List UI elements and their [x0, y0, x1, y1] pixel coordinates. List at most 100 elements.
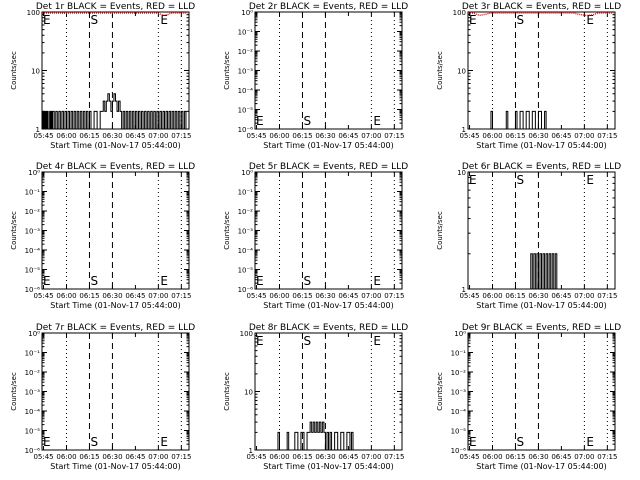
y-tick-label: 10	[457, 169, 466, 177]
y-tick-label: 10⁻³	[238, 68, 254, 76]
x-axis-label: Start Time (01-Nov-17 05:44:00)	[263, 141, 393, 150]
x-tick-label: 06:30	[528, 292, 548, 300]
corner-e-marker: E	[256, 334, 264, 348]
y-tick-label: 10⁻⁴	[25, 247, 41, 255]
panel-title: Det 3r BLACK = Events, RED = LLD	[462, 2, 621, 12]
x-tick-label: 06:45	[125, 453, 145, 461]
x-tick-label: 05:45	[459, 132, 479, 140]
x-tick-label: 06:15	[292, 132, 312, 140]
x-tick-label: 07:00	[148, 132, 168, 140]
y-tick-label: 10⁻²	[451, 369, 467, 377]
x-tick-label: 07:15	[171, 453, 191, 461]
corner-e-marker: E	[43, 435, 51, 449]
x-axis-label: Start Time (01-Nov-17 05:44:00)	[50, 141, 180, 150]
y-tick-label: 10⁻⁵	[451, 428, 467, 436]
x-tick-label: 07:15	[171, 132, 191, 140]
corner-e-marker: E	[256, 114, 264, 128]
e-marker: E	[586, 173, 594, 187]
y-tick-label: 100	[27, 9, 40, 17]
x-tick-label: 05:45	[246, 292, 266, 300]
corner-e-marker: E	[469, 435, 477, 449]
y-tick-label: 10⁻⁵	[25, 267, 41, 275]
y-tick-label: 10⁻⁵	[238, 107, 254, 115]
events-series	[489, 110, 547, 130]
x-tick-label: 06:15	[505, 292, 525, 300]
s-marker: S	[303, 334, 311, 348]
x-tick-label: 06:00	[269, 292, 289, 300]
x-tick-label: 06:30	[102, 453, 122, 461]
y-tick-label: 10⁻¹	[25, 350, 41, 358]
detector-panel-6: Det 6r BLACK = Events, RED = LLD 05:45 06:…	[436, 162, 621, 310]
y-tick-label: 10⁰	[241, 169, 253, 177]
x-tick-label: 07:00	[148, 292, 168, 300]
y-tick-label: 10⁰	[28, 169, 40, 177]
events-series	[42, 93, 188, 130]
x-tick-label: 06:45	[551, 292, 571, 300]
x-axis-label: Start Time (01-Nov-17 05:44:00)	[476, 141, 606, 150]
x-tick-label: 06:30	[102, 132, 122, 140]
e-marker: E	[160, 435, 168, 449]
x-axis-label: Start Time (01-Nov-17 05:44:00)	[476, 462, 606, 471]
x-tick-label: 05:45	[459, 453, 479, 461]
s-marker: S	[516, 13, 524, 27]
events-series	[276, 421, 354, 451]
x-tick-label: 06:30	[102, 292, 122, 300]
detector-panel-3: Det 3r BLACK = Events, RED = LLD 05:45 06:…	[436, 2, 621, 150]
x-tick-label: 06:15	[79, 292, 99, 300]
plot-frame	[254, 11, 403, 130]
plot-frame	[254, 171, 403, 290]
panel-title: Det 8r BLACK = Events, RED = LLD	[249, 323, 408, 333]
y-tick-label: 100	[453, 9, 466, 17]
x-axis-label: Start Time (01-Nov-17 05:44:00)	[50, 462, 180, 471]
x-tick-label: 06:45	[125, 132, 145, 140]
plot-frame	[41, 332, 190, 451]
x-tick-label: 07:15	[597, 292, 617, 300]
y-tick-label: 10⁻⁶	[238, 286, 254, 294]
y-tick-label: 10⁻²	[25, 208, 41, 216]
y-tick-label: 10⁻³	[25, 228, 41, 236]
y-tick-label: 10⁻⁶	[25, 447, 41, 455]
x-tick-label: 05:45	[33, 453, 53, 461]
y-tick-label: 10⁻¹	[238, 29, 254, 37]
lld-series	[468, 12, 614, 17]
x-tick-label: 05:45	[33, 132, 53, 140]
y-axis-label: Counts/sec	[10, 51, 18, 90]
e-marker: E	[373, 274, 381, 288]
plot-frame	[467, 332, 616, 451]
y-tick-label: 10	[244, 389, 253, 397]
y-tick-label: 10	[31, 68, 40, 76]
x-tick-label: 07:15	[597, 132, 617, 140]
x-tick-label: 06:45	[551, 132, 571, 140]
y-tick-label: 10⁻¹	[238, 189, 254, 197]
x-tick-label: 06:15	[79, 132, 99, 140]
x-tick-label: 05:45	[246, 132, 266, 140]
s-marker: S	[303, 114, 311, 128]
panel-title: Det 6r BLACK = Events, RED = LLD	[462, 162, 621, 172]
s-marker: S	[90, 13, 98, 27]
x-tick-label: 06:00	[482, 453, 502, 461]
corner-e-marker: E	[469, 173, 477, 187]
e-marker: E	[160, 13, 168, 27]
y-tick-label: 10⁻⁶	[25, 286, 41, 294]
y-tick-label: 10⁻²	[238, 208, 254, 216]
x-axis-label: Start Time (01-Nov-17 05:44:00)	[50, 301, 180, 310]
y-tick-label: 10⁻⁴	[238, 87, 254, 95]
y-tick-label: 10⁻⁵	[238, 267, 254, 275]
y-tick-label: 10⁻⁴	[25, 408, 41, 416]
panel-title: Det 4r BLACK = Events, RED = LLD	[36, 162, 195, 172]
y-axis-label: Counts/sec	[223, 51, 231, 90]
y-tick-label: 1	[36, 126, 40, 134]
y-tick-label: 10⁻²	[25, 369, 41, 377]
x-tick-label: 06:45	[338, 132, 358, 140]
x-tick-label: 07:00	[148, 453, 168, 461]
y-tick-label: 10⁻²	[238, 48, 254, 56]
s-marker: S	[303, 274, 311, 288]
x-tick-label: 06:30	[315, 453, 335, 461]
y-axis-label: Counts/sec	[10, 211, 18, 250]
x-tick-label: 06:30	[528, 132, 548, 140]
x-tick-label: 07:00	[361, 453, 381, 461]
events-series	[529, 253, 558, 290]
x-tick-label: 05:45	[459, 292, 479, 300]
x-tick-label: 06:30	[315, 292, 335, 300]
